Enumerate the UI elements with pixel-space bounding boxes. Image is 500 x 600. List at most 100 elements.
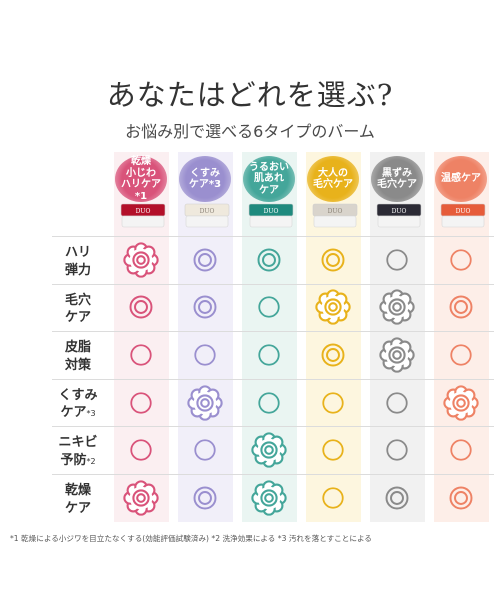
product-label-line: うるおい	[249, 161, 289, 173]
column-header: 乾燥 小じわ ハリケア*1 DUO	[114, 152, 169, 236]
product-label: くすみ ケア*3	[179, 156, 231, 202]
row-label: 乾燥 ケア	[52, 482, 104, 517]
row-divider	[52, 378, 494, 380]
row-divider	[52, 426, 494, 428]
brand-text: DUO	[328, 208, 343, 215]
row-label-line: 乾燥	[64, 483, 91, 498]
brand-text: DUO	[264, 208, 279, 215]
circle-mark-icon	[190, 340, 220, 370]
row-label: くすみケア*3	[52, 387, 104, 422]
balm-jar-icon: DUO	[184, 203, 230, 228]
flower-mark-icon	[378, 288, 416, 326]
comparison-grid: 乾燥 小じわ ハリケア*1 DUO くすみ ケア*3 DUO うるおい 肌あれ ケア DUO 大人の毛…	[52, 152, 494, 522]
row-label: 毛穴 ケア	[52, 292, 104, 327]
circle-mark-icon	[382, 435, 412, 465]
column-header: うるおい 肌あれ ケア DUO	[242, 152, 297, 236]
column-header: 黒ずみ 毛穴ケア DUO	[370, 152, 425, 236]
column-header: くすみ ケア*3 DUO	[178, 152, 233, 236]
product-label: 温感ケア	[435, 156, 487, 202]
circle-mark-icon	[126, 340, 156, 370]
double-circle-mark-icon	[254, 245, 284, 275]
row-divider	[52, 283, 494, 285]
balm-jar-icon: DUO	[312, 203, 358, 228]
row-label-line: ケア	[64, 310, 91, 326]
circle-mark-icon	[318, 483, 348, 513]
row-label-line: 予防*2	[60, 452, 96, 468]
double-circle-mark-icon	[382, 483, 412, 513]
column-header: 大人の 毛穴ケア DUO	[306, 152, 361, 236]
product-label-line: 黒ずみ	[382, 167, 412, 179]
flower-mark-icon	[250, 431, 288, 469]
double-circle-mark-icon	[190, 483, 220, 513]
product-label: うるおい 肌あれ ケア	[243, 156, 295, 202]
balm-jar-icon: DUO	[376, 203, 422, 228]
page-subtitle: お悩み別で選べる6タイプのバーム	[125, 122, 375, 141]
brand-text: DUO	[392, 208, 407, 215]
row-divider	[52, 331, 494, 333]
row-label-footnote-mark: *2	[86, 456, 96, 466]
brand-text: DUO	[456, 208, 471, 215]
circle-mark-icon	[254, 292, 284, 322]
double-circle-mark-icon	[190, 292, 220, 322]
circle-mark-icon	[254, 388, 284, 418]
double-circle-mark-icon	[190, 245, 220, 275]
flower-mark-icon	[122, 241, 160, 279]
circle-mark-icon	[318, 435, 348, 465]
product-label-line: 小じわ	[126, 167, 156, 179]
row-label-line: 弾力	[64, 262, 91, 278]
product-label-line: くすみ	[190, 167, 220, 179]
product-label: 大人の 毛穴ケア	[307, 156, 359, 202]
double-circle-mark-icon	[318, 245, 348, 275]
product-label: 乾燥 小じわ ハリケア*1	[115, 156, 167, 202]
row-label-line: ニキビ	[58, 435, 98, 451]
circle-mark-icon	[126, 388, 156, 418]
double-circle-mark-icon	[446, 292, 476, 322]
double-circle-mark-icon	[446, 483, 476, 513]
flower-mark-icon	[122, 479, 160, 517]
page-title: あなたはどれを選ぶ?	[106, 78, 394, 112]
double-circle-mark-icon	[126, 292, 156, 322]
circle-mark-icon	[126, 435, 156, 465]
row-label-line: ケア*3	[60, 405, 96, 421]
circle-mark-icon	[190, 435, 220, 465]
row-label-line: ハリ	[64, 245, 91, 260]
brand-text: DUO	[200, 208, 215, 215]
row-label-line: 毛穴	[64, 292, 91, 308]
flower-mark-icon	[442, 384, 480, 422]
column-header: 温感ケア DUO	[434, 152, 489, 236]
flower-mark-icon	[378, 336, 416, 374]
row-label: ニキビ 予防*2	[52, 434, 104, 469]
balm-jar-icon: DUO	[248, 203, 294, 228]
circle-mark-icon	[446, 435, 476, 465]
balm-jar-icon: DUO	[120, 203, 166, 228]
product-label-line: ケア	[259, 184, 279, 196]
product-label-line: 肌あれ	[254, 173, 284, 185]
row-label: ハリ 弾力	[52, 244, 104, 279]
flower-mark-icon	[186, 384, 224, 422]
circle-mark-icon	[254, 340, 284, 370]
row-label-line: くすみ	[58, 387, 98, 403]
product-label-line: 大人の	[318, 167, 348, 179]
flower-mark-icon	[314, 288, 352, 326]
row-divider	[52, 236, 494, 237]
row-label-line: 皮脂	[64, 340, 91, 356]
product-label-line: ケア*3	[188, 179, 222, 190]
product-label: 黒ずみ 毛穴ケア	[371, 156, 423, 202]
balm-jar-icon: DUO	[440, 203, 486, 228]
row-label-line: ケア	[64, 500, 91, 516]
circle-mark-icon	[318, 388, 348, 418]
circle-mark-icon	[446, 245, 476, 275]
double-circle-mark-icon	[318, 340, 348, 370]
flower-mark-icon	[250, 479, 288, 517]
row-divider	[52, 474, 494, 475]
product-label-line: 毛穴ケア	[313, 179, 353, 190]
footnote: *1 乾燥による小ジワを目立たなくする(効能評価試験済み) *2 洗浄効果による…	[10, 534, 372, 543]
circle-mark-icon	[446, 340, 476, 370]
row-label-line: 対策	[64, 357, 91, 373]
row-label-footnote-mark: *3	[86, 409, 96, 419]
product-label-line: 乾燥	[131, 156, 151, 167]
row-label: 皮脂 対策	[52, 339, 104, 374]
circle-mark-icon	[382, 245, 412, 275]
product-label-line: ハリケア*1	[121, 179, 161, 202]
brand-text: DUO	[136, 208, 151, 215]
